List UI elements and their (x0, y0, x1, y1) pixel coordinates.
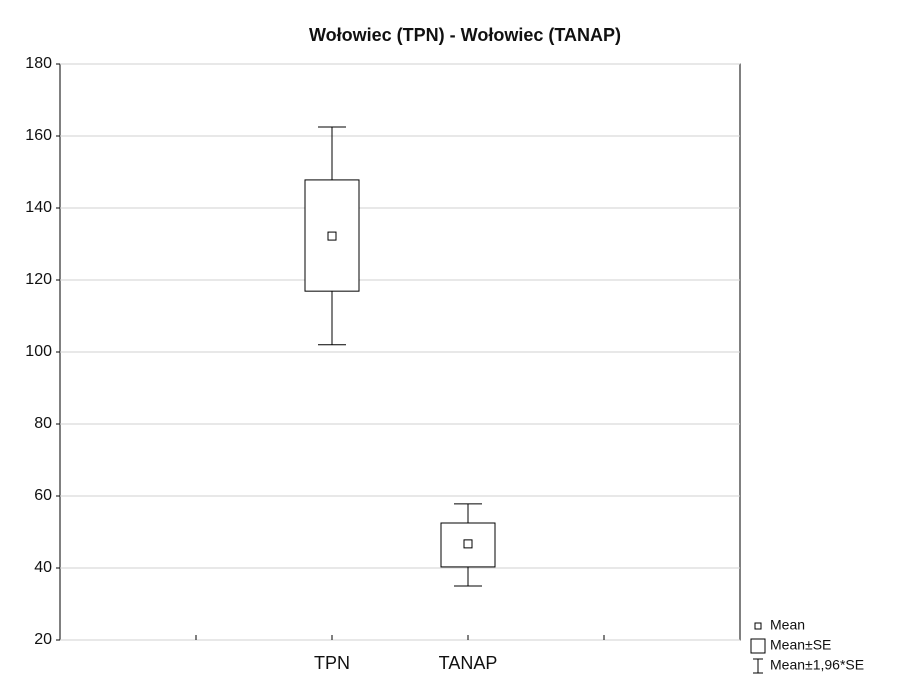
y-tick-label: 60 (34, 487, 52, 504)
legend-symbol (750, 638, 766, 654)
x-tick-label: TPN (314, 653, 350, 673)
y-tick-label: 180 (25, 55, 52, 72)
chart-title: Wołowiec (TPN) - Wołowiec (TANAP) (309, 25, 621, 45)
y-tick-label: 140 (25, 199, 52, 216)
y-tick-label: 160 (25, 127, 52, 144)
mean-marker (463, 539, 473, 549)
legend-label: Mean (770, 617, 805, 633)
legend-label: Mean±1,96*SE (770, 657, 864, 673)
y-tick-label: 80 (34, 415, 52, 432)
legend-symbol (754, 622, 762, 630)
y-tick-label: 20 (34, 631, 52, 648)
se-box (304, 179, 360, 292)
mean-marker (327, 231, 337, 241)
y-tick-label: 120 (25, 271, 52, 288)
x-tick-label: TANAP (439, 653, 498, 673)
y-tick-label: 100 (25, 343, 52, 360)
legend-label: Mean±SE (770, 637, 831, 653)
y-tick-label: 40 (34, 559, 52, 576)
